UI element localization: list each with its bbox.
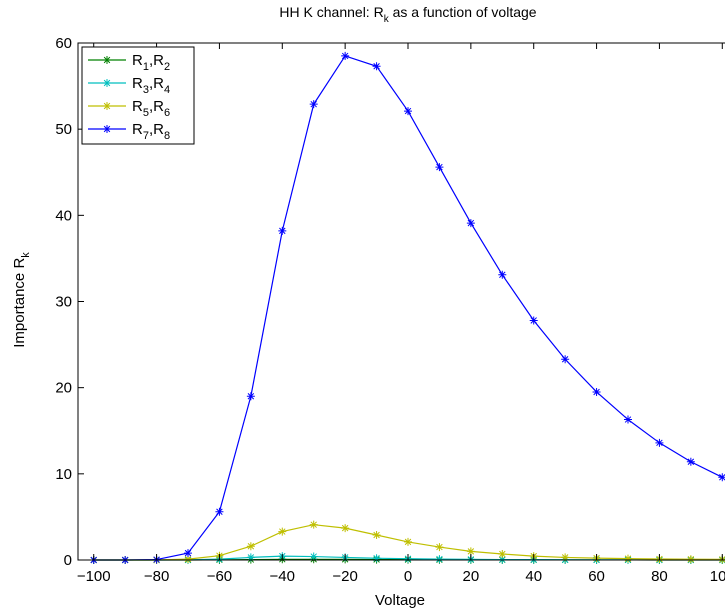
x-tick-label: 100: [710, 568, 725, 585]
y-tick-label: 0: [64, 552, 72, 569]
y-axis-label: Importance Rk: [11, 252, 32, 348]
data-point: [466, 547, 475, 556]
legend-label: R3,R4: [132, 75, 170, 96]
data-point: [592, 387, 601, 396]
legend-label: R5,R6: [132, 98, 170, 119]
data-point: [278, 226, 287, 235]
data-point: [278, 527, 287, 536]
data-point: [184, 549, 192, 558]
data-point: [372, 554, 381, 563]
x-tick-label: 60: [588, 568, 605, 585]
data-point: [372, 531, 381, 540]
y-tick-label: 60: [55, 35, 72, 52]
data-point: [561, 355, 570, 364]
data-point: [624, 415, 632, 424]
data-point: [718, 473, 725, 482]
data-point: [466, 219, 475, 228]
x-tick-label: −20: [332, 568, 357, 585]
data-point: [404, 537, 412, 546]
data-point: [309, 520, 318, 529]
data-point: [309, 100, 318, 109]
y-tick-label: 20: [55, 380, 72, 397]
x-tick-label: −80: [144, 568, 169, 585]
x-tick-label: −100: [77, 568, 111, 585]
legend-item: R7,R8: [88, 121, 170, 142]
legend-box: [81, 46, 195, 145]
x-tick-label: −60: [207, 568, 232, 585]
legend-marker: [103, 79, 111, 87]
legend-item: R5,R6: [88, 98, 170, 119]
x-tick-label: 20: [463, 568, 480, 585]
chart-title: HH K channel: Rk as a function of voltag…: [279, 4, 536, 25]
y-tick-label: 50: [55, 121, 72, 138]
y-tick-label: 10: [55, 466, 72, 483]
data-point: [246, 542, 255, 551]
y-tick-label: 30: [55, 294, 72, 311]
data-point: [372, 62, 381, 71]
x-tick-label: 80: [651, 568, 668, 585]
data-point: [498, 270, 507, 279]
legend-item: R1,R2: [88, 52, 170, 73]
legend-label: R1,R2: [132, 52, 170, 73]
data-point: [498, 549, 507, 558]
data-point: [686, 555, 695, 564]
x-tick-label: 0: [404, 568, 412, 585]
data-point: [561, 553, 570, 562]
data-point: [529, 316, 538, 325]
data-point: [435, 163, 444, 172]
data-point: [246, 392, 255, 401]
y-tick-label: 40: [55, 207, 72, 224]
data-point: [215, 507, 224, 516]
data-point: [655, 438, 664, 447]
data-point: [404, 107, 412, 116]
data-point: [624, 554, 632, 563]
legend-marker: [103, 125, 111, 133]
data-point: [435, 555, 444, 564]
x-axis-label: Voltage: [375, 592, 425, 609]
data-point: [184, 555, 192, 564]
x-tick-label: −40: [270, 568, 295, 585]
x-tick-label: 40: [525, 568, 542, 585]
data-point: [686, 457, 695, 466]
data-point: [435, 543, 444, 552]
data-point: [341, 524, 350, 533]
data-point: [309, 552, 318, 561]
data-point: [341, 51, 350, 60]
data-point: [246, 553, 255, 562]
legend-marker: [103, 56, 111, 64]
legend-item: R3,R4: [88, 75, 170, 96]
legend-label: R7,R8: [132, 121, 170, 142]
legend-marker: [103, 102, 111, 110]
